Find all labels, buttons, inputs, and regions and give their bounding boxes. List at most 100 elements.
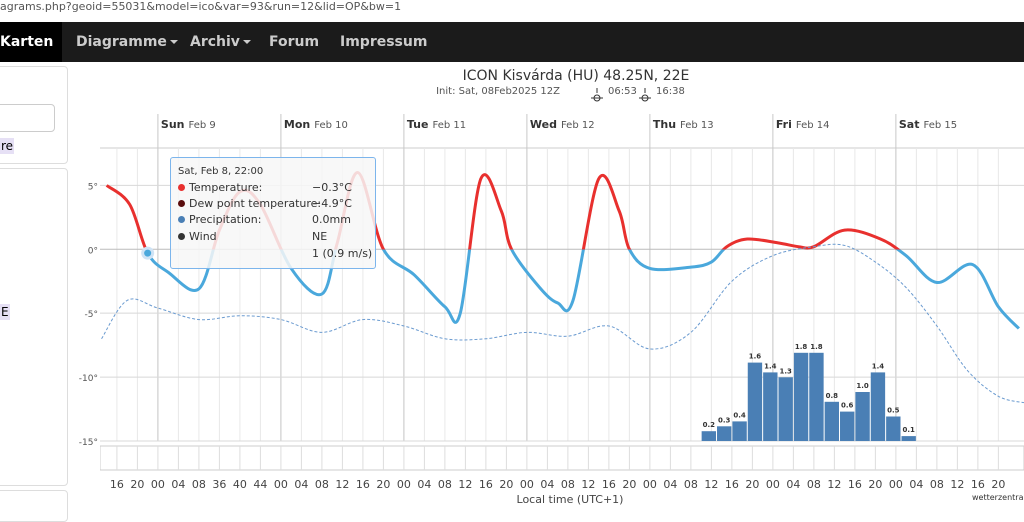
tooltip-label: Temperature: bbox=[189, 181, 263, 194]
x-tick-label: 20 bbox=[622, 478, 636, 491]
credit: wetterzentrale bbox=[972, 493, 1024, 502]
sunset-time: 16:38 bbox=[656, 86, 685, 97]
precipitation-bar bbox=[717, 426, 732, 441]
precipitation-label: 1.0 bbox=[856, 382, 869, 390]
nav-bar: Karten Diagramme Archiv Forum Impressum bbox=[0, 22, 1024, 84]
day-weekday: Thu bbox=[653, 118, 676, 131]
dew-point-line bbox=[101, 243, 1024, 404]
x-tick-label: 12 bbox=[335, 478, 349, 491]
day-date: Feb 11 bbox=[432, 120, 466, 131]
day-date: Feb 10 bbox=[314, 120, 348, 131]
day-label: Sun Feb 9 bbox=[161, 118, 216, 131]
precipitation-label: 0.3 bbox=[718, 416, 731, 424]
y-tick-label: -10° bbox=[79, 374, 98, 384]
url-bar[interactable]: agrams.php?geoid=55031&model=ico&var=93&… bbox=[0, 0, 1024, 22]
day-date: Feb 14 bbox=[796, 120, 830, 131]
day-label: Mon Feb 10 bbox=[284, 118, 348, 131]
day-label: Wed Feb 12 bbox=[530, 118, 595, 131]
x-tick-label: 08 bbox=[561, 478, 575, 491]
precipitation-label: 0.8 bbox=[826, 392, 839, 400]
day-weekday: Fri bbox=[776, 118, 792, 131]
tooltip-label: Precipitation: bbox=[189, 213, 262, 226]
y-tick-label: 5° bbox=[88, 182, 98, 192]
x-tick-label: 16 bbox=[848, 478, 862, 491]
x-tick-label: 12 bbox=[827, 478, 841, 491]
precipitation-label: 0.4 bbox=[733, 411, 746, 419]
day-weekday: Sat bbox=[899, 118, 920, 131]
x-tick-label: 20 bbox=[991, 478, 1005, 491]
x-tick-label: 04 bbox=[663, 478, 677, 491]
precipitation-bar bbox=[763, 372, 778, 441]
chart-subtitle: Init: Sat, 08Feb2025 12Z bbox=[436, 86, 560, 97]
precipitation-label: 1.4 bbox=[872, 362, 885, 370]
x-tick-label: 12 bbox=[704, 478, 718, 491]
day-date: Feb 15 bbox=[923, 120, 957, 131]
x-tick-label: 16 bbox=[725, 478, 739, 491]
precipitation-label: 1.6 bbox=[749, 353, 762, 361]
nav-item[interactable]: Forum bbox=[269, 22, 319, 62]
x-tick-label: 16 bbox=[971, 478, 985, 491]
search-input[interactable] bbox=[0, 104, 55, 132]
precipitation-bar bbox=[840, 411, 855, 441]
tooltip: Sat, Feb 8, 22:00 Temperature: −0.3°C Dew… bbox=[170, 157, 376, 269]
nav-label: Diagramme bbox=[76, 34, 167, 50]
x-tick-label: 16 bbox=[479, 478, 493, 491]
x-tick-label: 08 bbox=[315, 478, 329, 491]
x-axis-label: Local time (UTC+1) bbox=[517, 493, 624, 506]
x-tick-label: 12 bbox=[950, 478, 964, 491]
precipitation-bar bbox=[778, 377, 793, 441]
x-tick-label: 04 bbox=[171, 478, 185, 491]
side-text[interactable]: re bbox=[0, 138, 15, 154]
day-weekday: Tue bbox=[407, 118, 429, 131]
x-tick-label: 08 bbox=[930, 478, 944, 491]
nav-label: Forum bbox=[269, 34, 320, 50]
x-tick-label: 00 bbox=[397, 478, 411, 491]
nav-item[interactable]: Diagramme bbox=[76, 22, 178, 62]
precipitation-label: 1.8 bbox=[795, 343, 808, 351]
day-label: Tue Feb 11 bbox=[407, 118, 466, 131]
x-tick-label: 00 bbox=[766, 478, 780, 491]
sunset-icon bbox=[639, 88, 651, 102]
day-label: Thu Feb 13 bbox=[653, 118, 714, 131]
x-tick-label: 04 bbox=[540, 478, 554, 491]
tooltip-wind-speed: 1 (0.9 m/s) bbox=[312, 247, 373, 260]
x-tick-label: 12 bbox=[458, 478, 472, 491]
precipitation-bar bbox=[809, 352, 824, 441]
precipitation-bar bbox=[886, 416, 901, 441]
x-tick-label: 08 bbox=[438, 478, 452, 491]
wind-strip bbox=[100, 445, 1024, 471]
x-tick-label: 20 bbox=[868, 478, 882, 491]
x-tick-label: 20 bbox=[376, 478, 390, 491]
precipitation-bar bbox=[901, 436, 916, 441]
url: agrams.php?geoid=55031&model=ico&var=93&… bbox=[0, 0, 402, 13]
x-tick-label: 04 bbox=[294, 478, 308, 491]
x-tick-label: 00 bbox=[889, 478, 903, 491]
precipitation-bar bbox=[701, 431, 717, 441]
day-weekday: Sun bbox=[161, 118, 185, 131]
precipitation-label: 0.6 bbox=[841, 402, 854, 410]
day-label: Sat Feb 15 bbox=[899, 118, 957, 131]
day-weekday: Mon bbox=[284, 118, 310, 131]
side-panel bbox=[0, 66, 68, 164]
precipitation-label: 1.3 bbox=[779, 367, 792, 375]
y-tick-label: -15° bbox=[79, 438, 98, 448]
day-label: Fri Feb 14 bbox=[776, 118, 830, 131]
precipitation-bar bbox=[747, 362, 763, 441]
precipitation-label: 0.2 bbox=[703, 421, 716, 429]
precipitation-label: 0.5 bbox=[887, 407, 900, 415]
tooltip-row: Wind NE bbox=[178, 230, 373, 246]
precipitation-bar bbox=[870, 372, 886, 441]
tooltip-time: Sat, Feb 8, 22:00 bbox=[178, 166, 264, 177]
y-tick-label: -5° bbox=[85, 310, 98, 320]
side-text[interactable]: E bbox=[0, 304, 10, 320]
precipitation-bar bbox=[824, 401, 840, 441]
nav-item[interactable]: Impressum bbox=[340, 22, 427, 62]
precipitation-bar bbox=[855, 392, 870, 441]
nav-item[interactable]: Karten bbox=[0, 22, 62, 84]
sunrise-icon bbox=[591, 88, 603, 102]
x-tick-label: 00 bbox=[274, 478, 288, 491]
nav-label: Karten bbox=[0, 34, 54, 50]
nav-item[interactable]: Archiv bbox=[190, 22, 251, 62]
x-tick-label: 04 bbox=[909, 478, 923, 491]
